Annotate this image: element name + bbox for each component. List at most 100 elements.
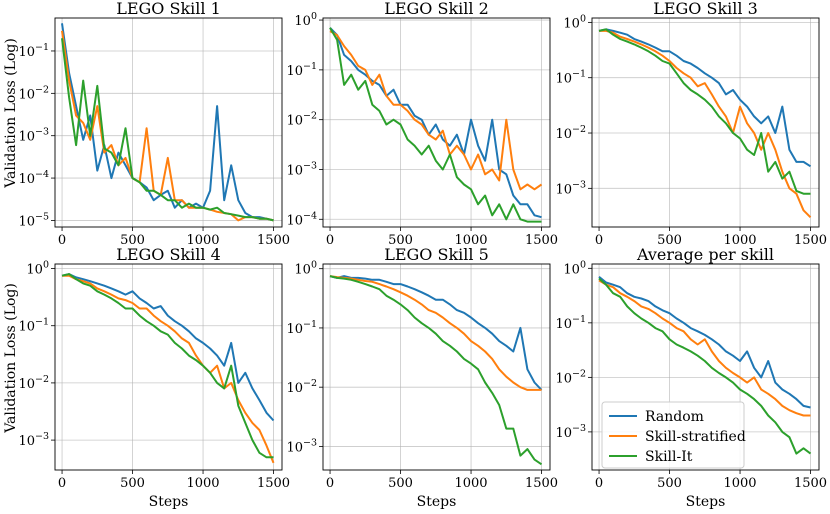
chart-panel-1: LEGO Skill 1 0 500 1000 1500 10−5 10−4 10−3 10−2… (18, 0, 290, 248)
y-tick-label: 10−2 (18, 374, 49, 392)
chart-panel-6: Average per skill 0 500 1000 1500 10−3 10−2 10−… (555, 245, 827, 510)
x-tick-label: 1000 (186, 233, 219, 248)
series-group (329, 275, 543, 466)
y-tick-label: 10−2 (286, 111, 317, 129)
y-tick-label: 10−5 (18, 211, 49, 229)
series-line-random (598, 276, 811, 409)
x-tick-label: 500 (657, 233, 682, 248)
series-line-random (329, 27, 542, 219)
x-tick-label: 1000 (186, 476, 219, 491)
chart-title: LEGO Skill 5 (384, 245, 489, 264)
y-tick-label: 10−3 (286, 437, 317, 455)
y-tick-label: 10−2 (286, 378, 317, 396)
chart-title: LEGO Skill 2 (384, 0, 489, 18)
series-line-skill-it (61, 38, 274, 222)
series-line-random (61, 273, 275, 422)
y-tick-label: 10−1 (555, 314, 586, 332)
x-tick-label: 1000 (454, 476, 487, 491)
chart-title: Average per skill (636, 245, 774, 264)
series-line-random (61, 23, 274, 222)
chart-panel-5: LEGO Skill 5 0 500 1000 1500 10−3 10−2 10−1 100 S… (286, 245, 558, 510)
legend: Random Skill-stratified Skill-It (601, 401, 746, 469)
chart-title: LEGO Skill 4 (116, 245, 221, 264)
series-group (598, 28, 812, 219)
x-tick-label: 1500 (794, 233, 827, 248)
series-line-skill-stratified (62, 274, 275, 464)
y-axis-label-bottom-row: Validation Loss (Log) (3, 283, 19, 434)
y-tick-label: 10−4 (18, 169, 49, 187)
chart-panel-3: LEGO Skill 3 0 500 1000 1500 10−3 10−2 10−1 100 (555, 0, 827, 248)
x-tick-label: 500 (657, 476, 682, 491)
y-tick-label: 10−3 (555, 423, 586, 441)
chart-panel-4: LEGO Skill 4 0 500 1000 1500 10−3 10−2 10−1 100 S… (18, 245, 290, 510)
series-group (61, 273, 275, 464)
x-tick-label: 500 (120, 476, 145, 491)
y-tick-label: 100 (26, 260, 49, 278)
y-tick-label: 10−1 (18, 42, 49, 60)
chart-panel-2: LEGO Skill 2 0 500 1000 1500 10−4 10−3 10−2 10−1… (286, 0, 558, 248)
series-line-skill-stratified (599, 29, 812, 219)
series-line-random (329, 275, 543, 391)
x-tick-label: 1000 (723, 476, 756, 491)
x-tick-label: 0 (595, 233, 603, 248)
y-tick-label: 10−3 (555, 179, 586, 197)
x-tick-label: 1500 (257, 233, 290, 248)
x-tick-label: 0 (595, 476, 603, 491)
x-axis-label: Steps (417, 494, 457, 510)
x-tick-label: 500 (388, 233, 413, 248)
y-tick-label: 100 (563, 259, 586, 277)
y-tick-label: 100 (294, 11, 317, 29)
x-tick-label: 1500 (525, 233, 558, 248)
y-tick-label: 10−1 (555, 69, 586, 87)
legend-box (601, 401, 745, 469)
series-line-random (598, 28, 812, 168)
plot-frame (54, 263, 283, 471)
x-tick-label: 0 (58, 476, 66, 491)
y-tick-label: 10−2 (555, 124, 586, 142)
plot-frame (591, 17, 820, 228)
plot-frame (54, 17, 283, 228)
y-tick-label: 10−2 (555, 368, 586, 386)
series-group (598, 276, 812, 455)
y-tick-label: 10−4 (286, 210, 317, 228)
x-axis-label: Steps (149, 494, 189, 510)
y-tick-label: 10−3 (18, 431, 49, 449)
y-tick-label: 10−2 (18, 84, 49, 102)
plot-frame (591, 263, 820, 471)
panels: LEGO Skill 10 500 1000 150010−510−410−310−2… (18, 0, 827, 510)
y-axis-label-top-row: Validation Loss (Log) (3, 38, 19, 189)
y-tick-label: 10−1 (286, 319, 317, 337)
series-line-skill-stratified (61, 30, 274, 222)
x-tick-label: 1000 (454, 233, 487, 248)
series-line-skill-it (598, 28, 811, 195)
x-tick-label: 1500 (257, 476, 290, 491)
series-line-skill-it (329, 27, 542, 223)
series-group (329, 27, 543, 223)
series-line-skill-stratified (598, 279, 811, 417)
plot-frame (322, 17, 551, 228)
chart-title: LEGO Skill 1 (116, 0, 221, 18)
series-line-skill-stratified (329, 275, 542, 391)
y-tick-label: 10−3 (286, 160, 317, 178)
series-line-skill-it (598, 277, 812, 455)
x-tick-label: 0 (58, 233, 66, 248)
chart-title: LEGO Skill 3 (653, 0, 758, 18)
y-tick-label: 100 (563, 13, 586, 31)
y-tick-label: 10−3 (18, 127, 49, 145)
x-tick-label: 0 (326, 233, 334, 248)
series-line-skill-it (329, 275, 543, 466)
x-axis-label: Steps (686, 494, 726, 510)
y-tick-label: 10−1 (286, 61, 317, 79)
x-tick-label: 500 (388, 476, 413, 491)
legend-label-random: Random (645, 409, 704, 425)
legend-label-skill-stratified: Skill-stratified (645, 429, 746, 445)
x-tick-label: 0 (326, 476, 334, 491)
x-tick-label: 1500 (525, 476, 558, 491)
legend-label-skill-it: Skill-It (645, 449, 693, 465)
series-line-skill-it (61, 273, 274, 459)
x-tick-label: 1500 (794, 476, 827, 491)
y-tick-label: 100 (294, 260, 317, 278)
y-tick-label: 10−1 (18, 317, 49, 335)
plot-frame (322, 263, 551, 471)
